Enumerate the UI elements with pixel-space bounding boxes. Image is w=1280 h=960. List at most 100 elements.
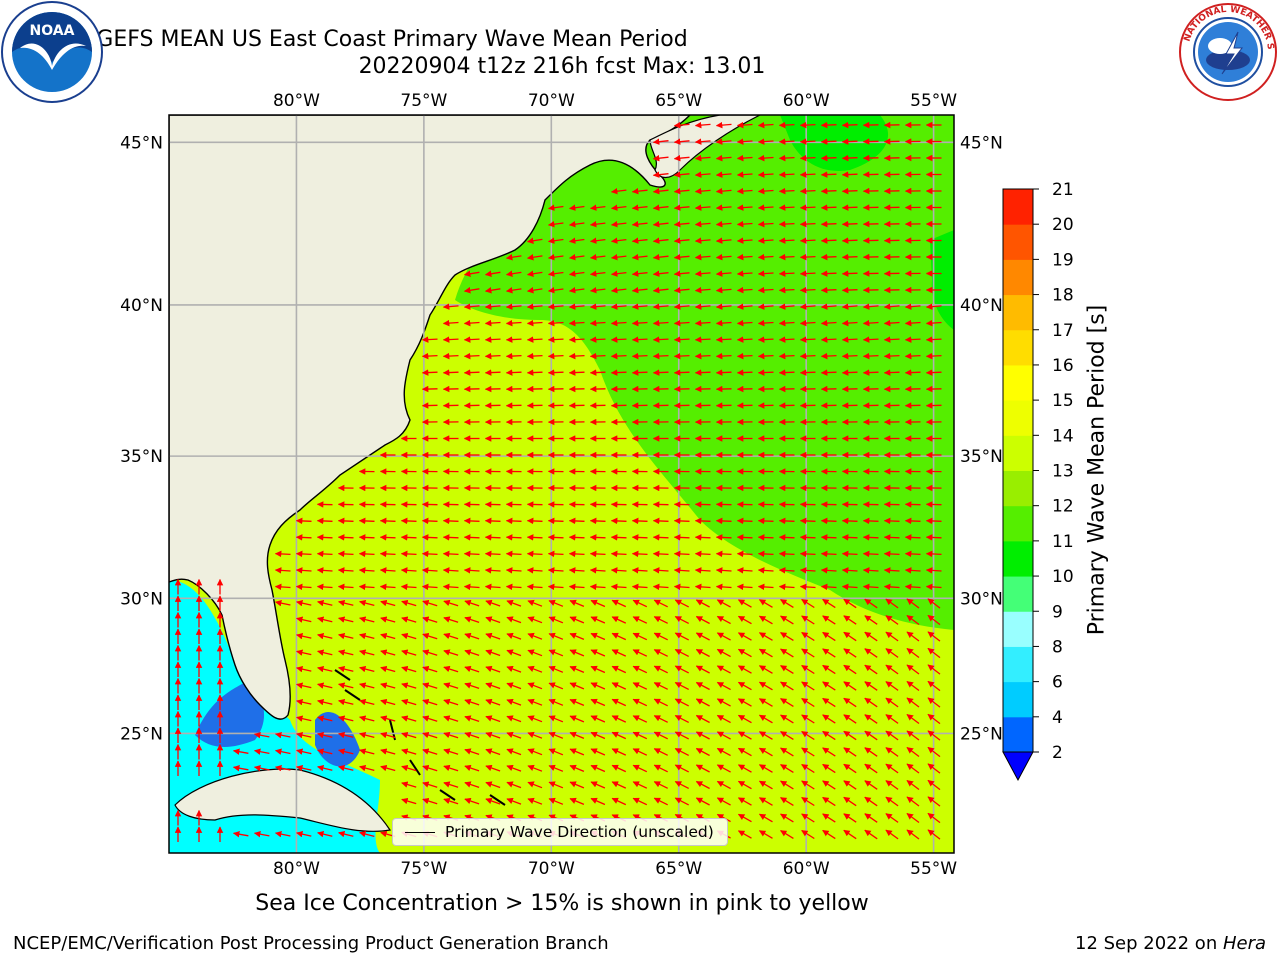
wave-arrow bbox=[841, 220, 858, 228]
period-region-2-4 bbox=[195, 680, 265, 747]
wave-arrow bbox=[843, 681, 857, 691]
wave-arrow bbox=[695, 648, 710, 658]
wave-arrow bbox=[632, 781, 648, 789]
wave-arrow bbox=[485, 599, 501, 607]
wave-arrow bbox=[317, 698, 333, 706]
colorbar-bin bbox=[1003, 294, 1033, 331]
wave-arrow bbox=[547, 270, 564, 277]
wave-arrow bbox=[317, 632, 333, 640]
wave-arrow bbox=[864, 730, 878, 741]
wave-arrow bbox=[401, 764, 417, 772]
wave-arrow bbox=[843, 598, 857, 609]
wave-arrow bbox=[485, 632, 501, 640]
wave-arrow bbox=[778, 567, 795, 574]
wave-arrow bbox=[820, 534, 837, 541]
lon-label-top: 55°W bbox=[910, 91, 957, 111]
noaa-logo-text: NOAA bbox=[30, 23, 75, 39]
wave-arrow bbox=[610, 204, 627, 211]
wave-arrow bbox=[548, 731, 564, 739]
wave-arrow bbox=[422, 797, 438, 805]
wave-arrow bbox=[799, 171, 816, 178]
wave-arrow bbox=[422, 731, 438, 739]
legend-label: Primary Wave Direction (unscaled) bbox=[445, 823, 714, 841]
wave-arrow bbox=[253, 748, 270, 755]
wave-arrow bbox=[590, 665, 606, 674]
wave-arrow bbox=[652, 138, 669, 145]
wave-arrow bbox=[822, 615, 836, 625]
wave-arrow bbox=[736, 550, 753, 558]
wave-arrow bbox=[232, 831, 249, 838]
wave-arrow bbox=[841, 270, 858, 277]
wave-arrow bbox=[841, 187, 858, 195]
wave-arrow bbox=[380, 682, 396, 689]
wave-arrow bbox=[442, 369, 459, 376]
wave-arrow bbox=[526, 369, 543, 376]
wave-arrow bbox=[442, 517, 459, 525]
wave-arrow bbox=[904, 517, 921, 525]
wave-arrow bbox=[694, 121, 711, 129]
wave-arrow bbox=[652, 154, 669, 162]
wave-arrow bbox=[527, 764, 543, 772]
plot-title-line-1: GEFS MEAN US East Coast Primary Wave Mea… bbox=[96, 27, 688, 52]
wave-arrow bbox=[780, 747, 794, 757]
wave-arrow bbox=[589, 369, 606, 376]
wave-arrow bbox=[589, 550, 606, 558]
wave-arrow bbox=[442, 567, 459, 574]
wave-arrow bbox=[548, 682, 564, 690]
wave-arrow bbox=[801, 780, 815, 790]
wave-arrow bbox=[443, 748, 459, 755]
wave-arrow bbox=[506, 665, 522, 673]
footer-date-text: 12 Sep 2022 on bbox=[1075, 933, 1223, 954]
colorbar: 2 4 6 8 9 10 11 12 13 14 15 16 17 18 19 20 21 bbox=[1002, 180, 1074, 782]
wave-arrow bbox=[799, 567, 816, 574]
wave-arrow bbox=[778, 220, 795, 228]
nws-logo: NATIONAL WEATHER SERVICE bbox=[1178, 2, 1277, 101]
wave-arrow bbox=[464, 781, 480, 789]
wave-arrow bbox=[780, 830, 794, 839]
wave-arrow bbox=[401, 599, 417, 607]
wave-arrow bbox=[463, 550, 480, 558]
wave-arrow bbox=[822, 747, 836, 757]
wave-arrow bbox=[780, 780, 794, 790]
wave-arrow bbox=[758, 665, 773, 674]
wave-arrow bbox=[673, 286, 690, 294]
colorbar-bin bbox=[1003, 646, 1033, 683]
wave-arrow bbox=[674, 764, 689, 773]
wave-arrow bbox=[358, 550, 375, 558]
wave-arrow bbox=[925, 550, 942, 558]
wave-arrow bbox=[526, 336, 543, 343]
lon-label-top: 80°W bbox=[273, 91, 320, 111]
wave-arrow bbox=[632, 698, 648, 707]
wave-arrow bbox=[358, 567, 375, 574]
wave-arrow bbox=[799, 187, 816, 195]
wave-arrow bbox=[484, 287, 501, 294]
wave-arrow bbox=[652, 253, 669, 261]
colorbar-tick-label: 19 bbox=[1052, 250, 1074, 270]
wave-arrow bbox=[758, 632, 773, 641]
wave-arrow bbox=[758, 830, 773, 839]
wave-arrow bbox=[758, 648, 773, 658]
wave-arrow bbox=[862, 567, 879, 574]
wave-arrow bbox=[674, 632, 689, 641]
wave-arrow bbox=[757, 154, 774, 162]
wave-arrow bbox=[653, 715, 668, 723]
wave-arrow bbox=[632, 748, 648, 756]
wave-arrow bbox=[694, 567, 711, 574]
wave-arrow bbox=[758, 615, 773, 625]
wave-arrow bbox=[864, 598, 878, 609]
wave-arrow bbox=[778, 352, 795, 360]
wave-arrow bbox=[673, 187, 690, 195]
wave-arrow bbox=[843, 697, 857, 708]
wave-arrow bbox=[695, 681, 710, 691]
wave-arrow bbox=[673, 534, 690, 541]
wave-arrow bbox=[801, 714, 815, 724]
wave-arrow bbox=[757, 204, 774, 211]
lat-label-right: 40°N bbox=[960, 296, 1003, 316]
wave-arrow bbox=[652, 550, 669, 558]
wave-arrow bbox=[757, 369, 774, 376]
wave-arrow bbox=[673, 336, 690, 343]
wave-arrow bbox=[927, 697, 941, 708]
wave-arrow bbox=[484, 369, 501, 376]
wave-arrow bbox=[820, 171, 837, 178]
wave-arrow bbox=[758, 813, 773, 823]
